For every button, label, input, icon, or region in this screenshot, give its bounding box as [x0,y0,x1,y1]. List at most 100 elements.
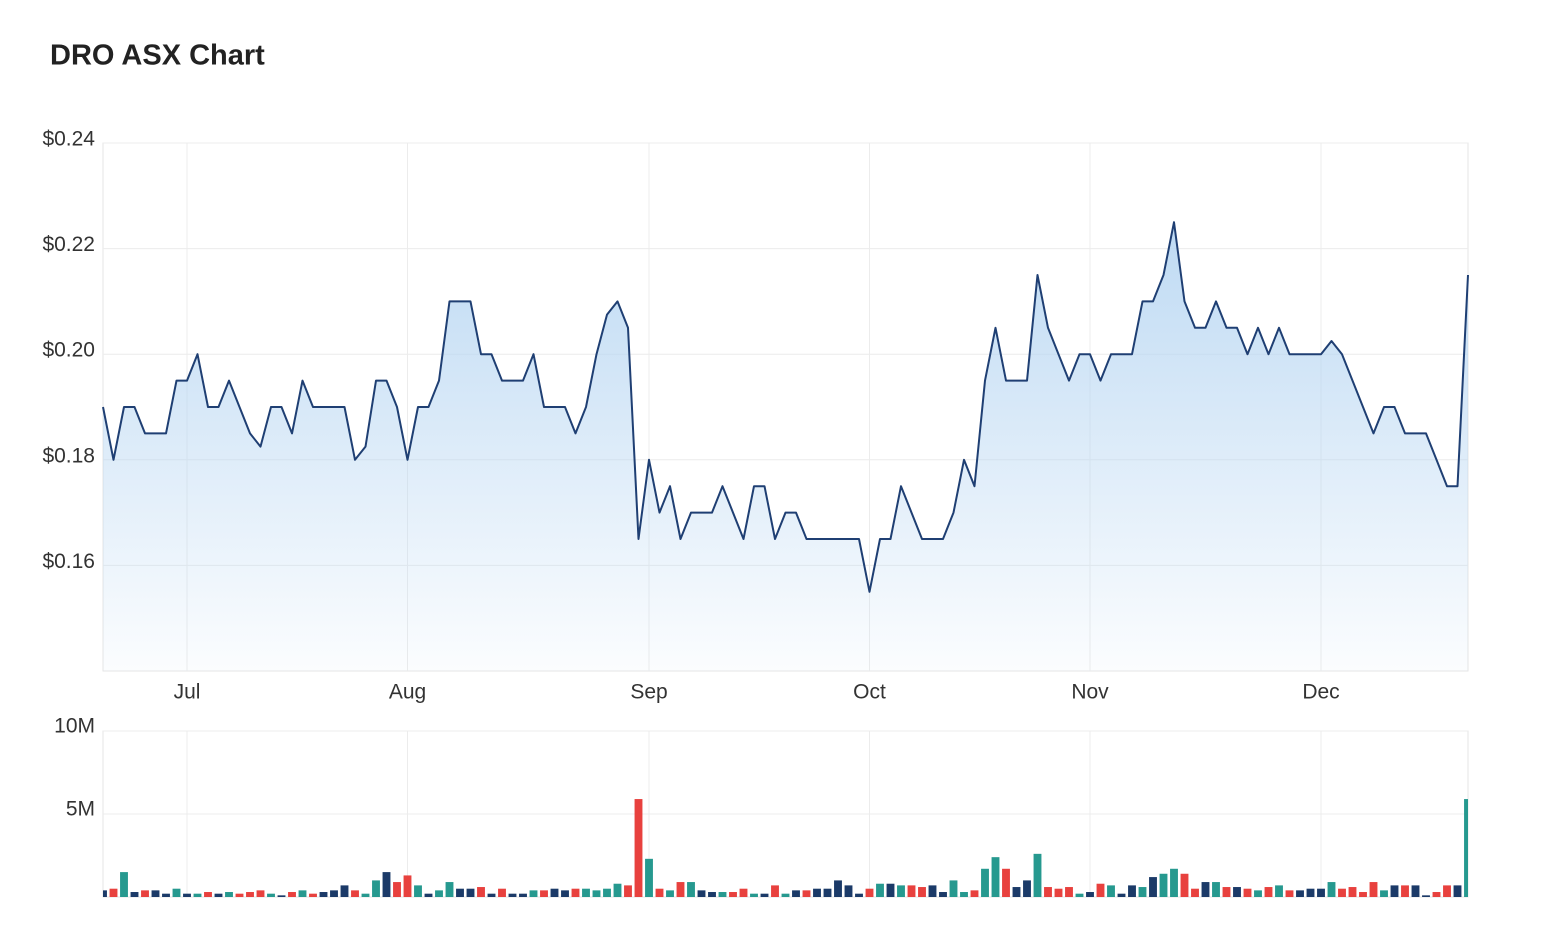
volume-bar [204,892,212,897]
volume-bar [403,875,412,897]
volume-bar [771,885,779,897]
volume-bar [1191,888,1199,897]
volume-bar [162,893,170,897]
volume-bar [949,880,958,897]
volume-bar [550,888,559,897]
volume-bar [1348,887,1357,897]
volume-bar [466,888,475,897]
volume-bar [1159,873,1168,897]
y-tick-label: $0.24 [42,128,95,151]
volume-bar [876,883,884,897]
volume-bar [120,872,128,897]
volume-bar [414,885,422,897]
volume-bar [603,888,611,897]
volume-bar [918,887,926,897]
volume-bar [855,893,863,897]
volume-bar [1296,890,1304,897]
volume-bar [582,888,590,897]
volume-bar [351,890,359,897]
volume-bar [960,892,968,897]
volume-bar [1212,882,1220,897]
volume-bar [897,885,905,897]
volume-bar [330,890,338,897]
volume-bar [393,882,401,897]
volume-bar [928,885,937,897]
volume-bar [1401,885,1409,897]
volume-bar [666,890,674,897]
x-tick-label: Oct [853,681,886,704]
volume-bar [1264,887,1273,897]
volume-bar [718,892,727,897]
volume-bar [172,888,181,897]
volume-bar [340,885,349,897]
volume-bar [1033,853,1042,897]
volume-bar [372,880,380,897]
volume-bar [540,890,548,897]
volume-bar [676,882,685,897]
volume-bar [1128,885,1136,897]
volume-bar [1096,883,1105,897]
volume-bar [214,893,223,897]
volume-bar [487,893,496,897]
y-tick-label: 10M [54,715,95,738]
volume-bar [981,868,989,897]
volume-bar [246,892,254,897]
volume-bar [1243,888,1252,897]
y-tick-label: 5M [66,798,95,821]
volume-bar [1369,882,1378,897]
volume-bar [939,892,947,897]
volume-bar [970,890,979,897]
volume-bar [519,893,527,897]
volume-bar [1380,890,1388,897]
volume-bar [141,890,149,897]
chart-title: DRO ASX Chart [50,40,265,72]
y-tick-label: $0.22 [42,233,95,256]
volume-bar [823,888,832,897]
price-line [102,221,1469,593]
volume-bar [781,893,790,897]
volume-bar [445,882,454,897]
volume-bar [1117,893,1126,897]
volume-bar [1411,885,1420,897]
volume-bar [225,892,233,897]
y-tick-label: $0.20 [42,339,95,362]
volume-bar [1107,885,1115,897]
volume-bar [424,893,433,897]
volume-bar [886,883,895,897]
volume-bar [813,888,821,897]
volume-bar [130,892,139,897]
volume-bar [645,858,653,897]
volume-bar [697,890,706,897]
volume-bar [1443,885,1451,897]
volume-bar [151,890,160,897]
volume-bar [1233,887,1241,897]
volume-bar [1432,892,1441,897]
volume-bar [193,893,202,897]
volume-bar [1453,885,1462,897]
price-area [103,222,1468,671]
volume-bar [298,890,307,897]
volume-bar [844,885,853,897]
volume-bar [456,888,464,897]
volume-bar [288,892,296,897]
volume-bar [267,893,275,897]
volume-bar [739,888,748,897]
volume-bar [477,887,485,897]
volume-bar [624,885,632,897]
volume-bar [1170,868,1178,897]
volume-bar [634,799,643,897]
x-tick-label: Sep [630,681,667,704]
volume-bar [1023,880,1031,897]
volume-bar [435,890,443,897]
volume-bar [1201,882,1210,897]
volume-bar [361,893,370,897]
volume-bar [613,883,622,897]
volume-bar [1086,892,1094,897]
volume-bar [1422,895,1430,897]
volume-bar [1254,890,1262,897]
x-tick-label: Jul [174,681,201,704]
volume-bar [729,892,737,897]
volume-bar [1180,873,1189,897]
volume-bar [1222,887,1231,897]
